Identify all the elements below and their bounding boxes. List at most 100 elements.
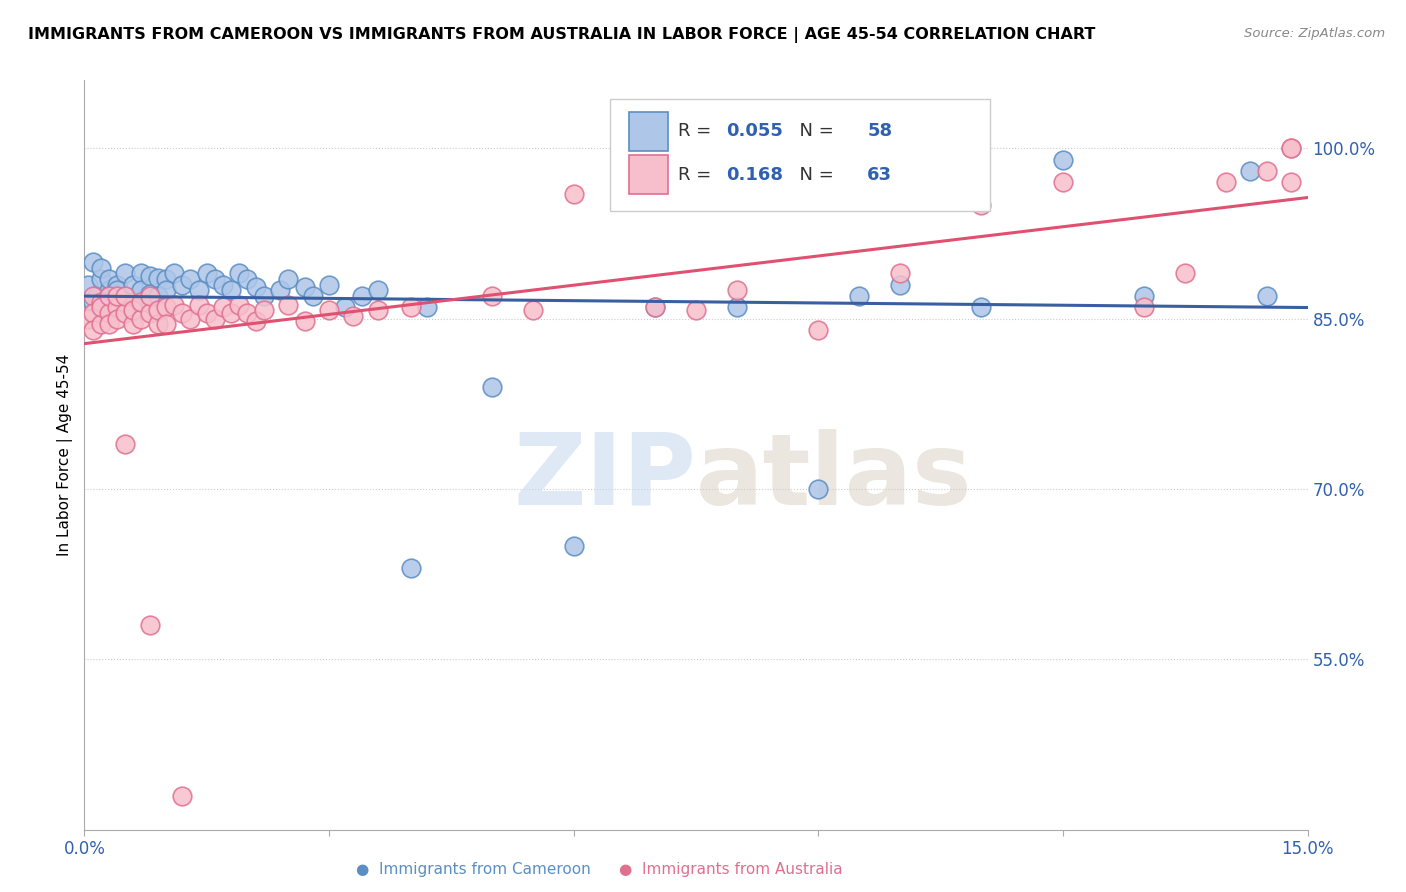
Point <box>114 306 136 320</box>
Point <box>97 289 120 303</box>
Point <box>294 280 316 294</box>
Point <box>146 318 169 332</box>
Point <box>138 289 160 303</box>
Point <box>318 277 340 292</box>
Y-axis label: In Labor Force | Age 45-54: In Labor Force | Age 45-54 <box>58 354 73 556</box>
Point <box>245 314 267 328</box>
Point <box>970 301 993 315</box>
Point <box>301 289 323 303</box>
Point <box>138 268 160 283</box>
Point <box>685 302 707 317</box>
Point <box>179 272 201 286</box>
Point <box>105 289 128 303</box>
Point <box>172 277 194 292</box>
Text: atlas: atlas <box>696 429 973 526</box>
Point <box>236 272 259 286</box>
Point <box>155 301 177 315</box>
Text: ●  Immigrants from Cameroon: ● Immigrants from Cameroon <box>356 863 591 877</box>
Point <box>970 198 993 212</box>
Point <box>1133 301 1156 315</box>
Point <box>138 306 160 320</box>
Point <box>90 272 112 286</box>
Point <box>481 380 503 394</box>
Point <box>1174 266 1197 280</box>
FancyBboxPatch shape <box>628 112 668 151</box>
Point <box>131 294 153 309</box>
Point <box>1279 141 1302 155</box>
Point <box>90 301 112 315</box>
Point <box>90 260 112 275</box>
FancyBboxPatch shape <box>610 99 990 211</box>
Text: Source: ZipAtlas.com: Source: ZipAtlas.com <box>1244 27 1385 40</box>
Point <box>172 789 194 803</box>
Point <box>1133 289 1156 303</box>
Point <box>342 310 364 324</box>
Point <box>82 289 104 303</box>
Point <box>204 272 226 286</box>
Point <box>77 277 100 292</box>
Point <box>807 482 830 496</box>
Point <box>522 302 544 317</box>
Point <box>277 298 299 312</box>
Point <box>82 294 104 309</box>
Point <box>1052 153 1074 167</box>
Point <box>219 283 242 297</box>
Point <box>212 277 235 292</box>
Point <box>1256 164 1278 178</box>
Point <box>131 283 153 297</box>
Point <box>105 283 128 297</box>
Point <box>131 311 153 326</box>
Point <box>889 266 911 280</box>
Point <box>725 283 748 297</box>
Point <box>97 318 120 332</box>
Point <box>1052 176 1074 190</box>
Point <box>155 283 177 297</box>
Point <box>114 266 136 280</box>
Point <box>82 323 104 337</box>
Point <box>97 289 120 303</box>
Point <box>114 289 136 303</box>
Point <box>807 323 830 337</box>
Point <box>644 301 666 315</box>
Point <box>163 266 186 280</box>
Point <box>187 298 209 312</box>
Point <box>367 283 389 297</box>
Point <box>318 302 340 317</box>
Point <box>114 289 136 303</box>
Point <box>90 318 112 332</box>
Point <box>187 283 209 297</box>
Point <box>122 277 145 292</box>
Point <box>105 301 128 315</box>
Point <box>97 272 120 286</box>
Point <box>146 302 169 317</box>
Point <box>253 302 276 317</box>
Point <box>82 255 104 269</box>
Point <box>399 301 422 315</box>
Point <box>122 318 145 332</box>
Point <box>562 539 585 553</box>
Point <box>277 272 299 286</box>
Point <box>228 298 250 312</box>
Point <box>155 272 177 286</box>
Point <box>219 306 242 320</box>
Point <box>179 311 201 326</box>
Point <box>86 289 108 303</box>
Point <box>122 302 145 317</box>
Point <box>138 286 160 301</box>
Point <box>97 306 120 320</box>
Point <box>294 314 316 328</box>
Point <box>1215 176 1237 190</box>
Point <box>1239 164 1261 178</box>
Point <box>163 298 186 312</box>
Point <box>82 306 104 320</box>
Point <box>131 266 153 280</box>
Point <box>195 266 218 280</box>
Text: N =: N = <box>787 122 839 140</box>
Point <box>1279 141 1302 155</box>
Point <box>245 280 267 294</box>
Point <box>269 283 291 297</box>
Text: 58: 58 <box>868 122 893 140</box>
FancyBboxPatch shape <box>628 155 668 194</box>
Point <box>90 294 112 309</box>
Point <box>644 301 666 315</box>
